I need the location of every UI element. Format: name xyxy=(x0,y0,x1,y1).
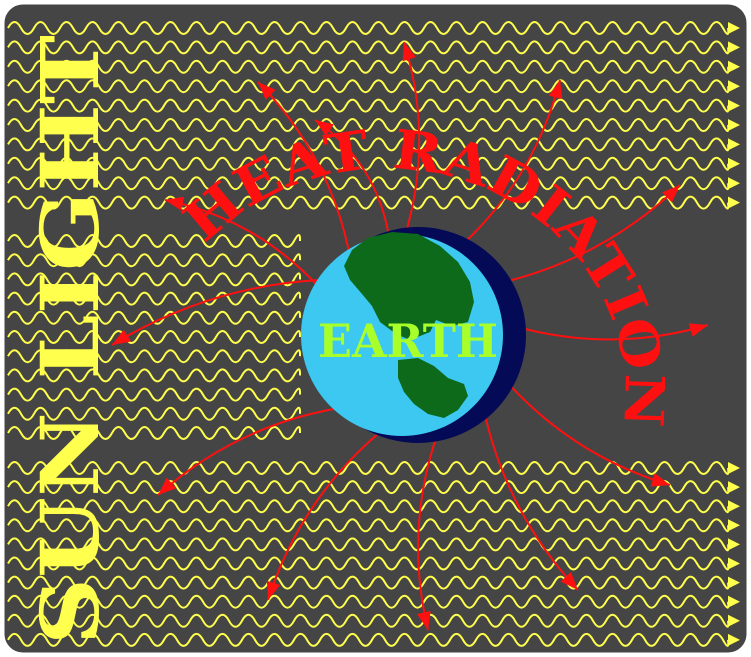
heat-arrow-shaft xyxy=(499,184,681,284)
sunlight-arrowhead xyxy=(728,576,740,589)
sunlight-wave xyxy=(7,21,730,35)
sunlight-arrowhead xyxy=(728,538,740,551)
heat-arrow-shaft xyxy=(513,324,709,341)
sunlight-wave xyxy=(7,518,730,533)
heat-arrow-shaft xyxy=(503,378,671,486)
heat-arrow-shaft xyxy=(403,41,421,232)
sunlight-arrowhead xyxy=(728,595,740,608)
heat-arrow-shaft xyxy=(111,278,322,346)
sunlight-wave xyxy=(7,426,302,440)
sunlight-wave xyxy=(7,310,302,325)
sunlight-wave xyxy=(7,499,730,514)
sunlight-wave xyxy=(7,406,302,421)
sunlight-arrowhead xyxy=(728,633,740,646)
sunlight-arrowhead xyxy=(728,196,740,209)
sunlight-label: SUN LIGHT xyxy=(23,35,117,645)
earth-label: EARTH xyxy=(318,314,498,368)
heat-arrow-shaft xyxy=(417,435,438,631)
sunlight-wave xyxy=(7,195,730,210)
sunlight-arrowhead xyxy=(728,138,740,151)
sunlight-arrowhead xyxy=(728,500,740,513)
sunlight-wave xyxy=(7,156,730,171)
sunlight-wave xyxy=(7,368,302,383)
earth-globe: EARTH xyxy=(301,227,526,443)
sunlight-wave xyxy=(7,253,302,268)
heat-arrowhead xyxy=(165,196,185,211)
heat-arrow-shaft xyxy=(157,407,337,496)
sunlight-wave xyxy=(7,349,302,364)
heat-arrowhead xyxy=(266,580,281,600)
heat-arrowhead xyxy=(417,610,431,630)
sunlight-arrowhead xyxy=(728,119,740,131)
sunlight-wave xyxy=(7,632,730,647)
heat-arrowhead xyxy=(650,473,670,487)
heat-radiation-arrows xyxy=(111,41,709,631)
earth-continent-north xyxy=(344,232,474,340)
sunlight-arrowhead xyxy=(728,519,740,532)
sunlight-wave xyxy=(7,387,302,402)
sunlight-arrowhead xyxy=(728,614,740,627)
sunlight-arrowhead xyxy=(728,481,740,494)
heat-arrow-shaft xyxy=(461,79,561,246)
sunlight-wave xyxy=(7,118,730,132)
sunlight-wave xyxy=(7,40,730,55)
sunlight-arrowhead xyxy=(728,99,740,112)
heat-arrow-shaft xyxy=(257,81,350,252)
sunlight-arrowhead xyxy=(728,41,740,54)
sunlight-waves-upper xyxy=(7,21,730,210)
heat-arrowhead xyxy=(112,329,132,345)
sunlight-wave xyxy=(7,59,730,74)
heat-arrowhead xyxy=(688,323,708,337)
heat-arrowhead xyxy=(402,42,417,62)
sunlight-wave xyxy=(7,537,730,552)
heat-arrowhead xyxy=(662,185,680,203)
sunlight-wave xyxy=(7,272,302,287)
sunlight-arrowhead xyxy=(728,80,740,93)
earth-continent-south xyxy=(398,358,468,418)
sunlight-wave xyxy=(7,137,730,152)
heat-arrow-shaft xyxy=(482,408,579,591)
sunlight-arrowhead xyxy=(728,157,740,170)
sunlight-wave xyxy=(7,234,302,248)
heat-arrowhead xyxy=(258,82,276,100)
sunlight-arrowhead xyxy=(728,60,740,73)
heat-arrow-shaft xyxy=(267,433,379,601)
sunlight-arrowhead xyxy=(728,22,740,34)
sunlight-wave xyxy=(7,98,730,113)
sunlight-arrowhead xyxy=(728,557,740,570)
sunlight-wave xyxy=(7,575,730,590)
sunlight-wave xyxy=(7,79,730,94)
heat-arrowhead xyxy=(315,120,334,136)
sunlight-wave xyxy=(7,556,730,571)
sunlight-wave xyxy=(7,594,730,609)
sunlight-wave xyxy=(7,291,302,306)
heat-arrowhead xyxy=(560,572,578,590)
heat-arrow-shaft xyxy=(164,199,319,287)
sunlight-arrowhead xyxy=(728,462,740,474)
sunlight-wave xyxy=(7,330,302,344)
sunlight-wave xyxy=(7,480,730,495)
sunlight-wave xyxy=(7,613,730,628)
heat-arrowhead xyxy=(158,477,177,495)
heat-arrowhead xyxy=(548,80,563,100)
sunlight-arrowhead xyxy=(728,177,740,190)
sunlight-wave-arrowheads xyxy=(728,22,740,646)
